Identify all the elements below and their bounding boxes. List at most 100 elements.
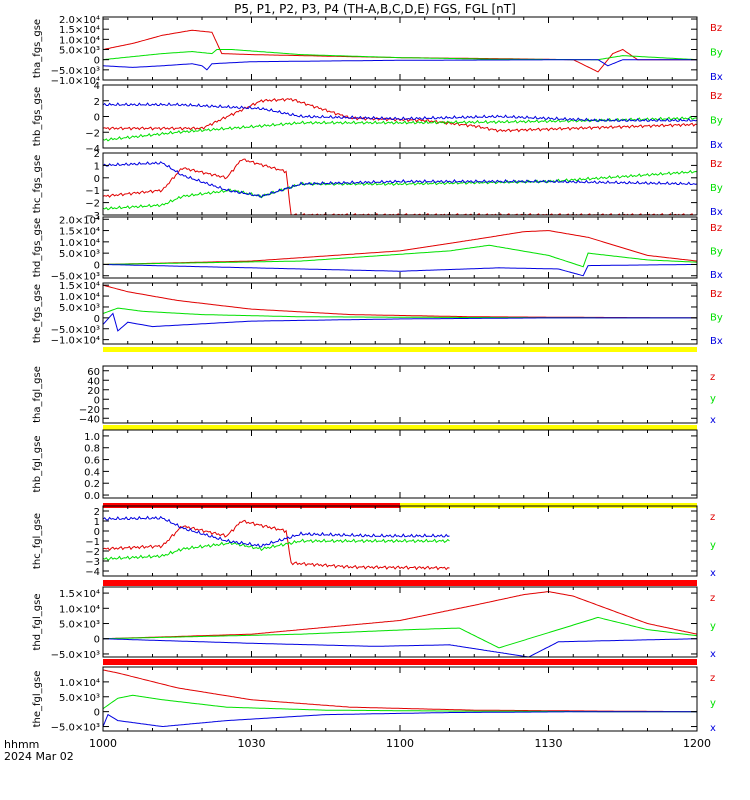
- legend-label: By: [710, 183, 723, 194]
- legend-label: x: [710, 415, 716, 426]
- y-axis-title: thc_fgs_gse: [32, 155, 43, 214]
- series-line-y: [103, 616, 697, 649]
- legend-label: By: [710, 247, 723, 258]
- y-tick-label: 0.0: [84, 491, 100, 502]
- legend-label: By: [710, 116, 723, 127]
- y-tick-label: 20: [87, 386, 100, 397]
- series-line-bx: [103, 312, 697, 332]
- y-axis-title: the_fgs_gse: [32, 284, 43, 343]
- legend-label: Bx: [710, 270, 723, 281]
- y-tick-label: 1.5×10⁴: [59, 589, 100, 600]
- y-tick-label: 1: [94, 517, 100, 528]
- y-tick-label: 1.0×10⁴: [59, 238, 100, 249]
- series-line-y: [103, 538, 450, 561]
- legend-label: x: [710, 568, 716, 579]
- legend-label: y: [710, 698, 716, 709]
- y-tick-label: −4: [85, 144, 100, 155]
- y-tick-label: 0.4: [84, 467, 100, 478]
- y-axis-title: thd_fgs_gse: [32, 218, 43, 277]
- y-axis-title: thd_fgl_gse: [32, 594, 43, 651]
- panel-frame: [102, 16, 698, 81]
- flag-bar-the: [103, 659, 697, 665]
- y-tick-label: 5.0×10³: [59, 620, 100, 631]
- y-tick-label: −1.0×10⁴: [51, 336, 100, 347]
- y-tick-label: 0: [94, 113, 100, 124]
- y-tick-label: 0: [94, 635, 100, 646]
- legend-label: Bz: [710, 289, 722, 300]
- y-tick-label: 0: [94, 314, 100, 325]
- y-tick-label: −1.0×10⁴: [51, 76, 100, 87]
- y-tick-label: 4: [94, 81, 100, 92]
- y-tick-label: 5.0×10³: [59, 46, 100, 57]
- y-tick-label: −1: [85, 537, 100, 548]
- panel-frame: [102, 84, 698, 149]
- y-tick-label: −1: [85, 186, 100, 197]
- chart-title: P5, P1, P2, P3, P4 (TH-A,B,C,D,E) FGS, F…: [234, 2, 516, 16]
- y-tick-label: −4: [85, 567, 100, 578]
- y-axis-title: tha_fgl_gse: [32, 366, 43, 423]
- y-tick-label: −3: [85, 557, 100, 568]
- y-tick-label: 2: [94, 149, 100, 160]
- panel-frame: [102, 216, 698, 279]
- y-axis-title: the_fgl_gse: [32, 671, 43, 728]
- y-tick-label: 0: [94, 708, 100, 719]
- y-tick-label: 1.0: [84, 432, 100, 443]
- series-line-by: [103, 169, 697, 211]
- y-tick-label: −2: [85, 547, 100, 558]
- y-tick-label: −5.0×10³: [51, 272, 100, 283]
- x-tick-label: 1130: [535, 737, 563, 750]
- footer-hhmm: hhmm: [4, 738, 39, 751]
- legend-label: z: [710, 512, 715, 523]
- y-tick-label: −20: [79, 405, 100, 416]
- series-line-by: [103, 307, 697, 319]
- legend-label: Bz: [710, 91, 722, 102]
- y-tick-label: −5.0×10³: [51, 723, 100, 734]
- series-line-by: [103, 244, 697, 268]
- legend-label: y: [710, 621, 716, 632]
- y-tick-label: 2: [94, 507, 100, 518]
- y-tick-label: 0: [94, 260, 100, 271]
- series-line-z: [103, 519, 450, 571]
- legend-label: Bz: [710, 159, 722, 170]
- series-line-x: [103, 515, 450, 548]
- y-tick-label: 1.0×10⁴: [59, 35, 100, 46]
- y-axis-title: thc_fgl_gse: [32, 513, 43, 569]
- legend-label: y: [710, 540, 716, 551]
- y-tick-label: −5.0×10³: [51, 66, 100, 77]
- y-tick-label: 1.5×10⁴: [59, 281, 100, 292]
- y-tick-label: 0.8: [84, 444, 100, 455]
- flag-bar-thb: [103, 425, 697, 430]
- legend-label: Bx: [710, 207, 723, 218]
- legend-label: x: [710, 649, 716, 660]
- y-tick-label: 1.0×10⁴: [59, 292, 100, 303]
- y-tick-label: −2: [85, 128, 100, 139]
- series-line-y: [103, 694, 697, 713]
- x-tick-label: 1100: [386, 737, 414, 750]
- series-line-z: [103, 669, 697, 713]
- legend-label: z: [710, 593, 715, 604]
- y-tick-label: 2: [94, 97, 100, 108]
- y-tick-label: 1: [94, 161, 100, 172]
- legend-label: Bx: [710, 336, 723, 347]
- series-line-bz: [103, 230, 697, 265]
- series-line-z: [103, 591, 697, 640]
- legend-label: z: [710, 673, 715, 684]
- series-line-bx: [103, 102, 697, 122]
- series-line-x: [103, 711, 697, 728]
- y-tick-label: 1.0×10⁴: [59, 604, 100, 615]
- series-line-bx: [103, 161, 697, 198]
- y-axis-title: thb_fgs_gse: [32, 87, 43, 146]
- legend-label: Bz: [710, 223, 722, 234]
- legend-label: x: [710, 723, 716, 734]
- y-tick-label: 0: [94, 174, 100, 185]
- y-tick-label: 40: [87, 376, 100, 387]
- panel-frame: [102, 429, 698, 499]
- series-line-x: [103, 638, 697, 657]
- y-tick-label: 5.0×10³: [59, 693, 100, 704]
- x-tick-label: 1030: [238, 737, 266, 750]
- y-tick-label: 0: [94, 395, 100, 406]
- series-line-bx: [103, 263, 697, 277]
- flag-bar-tha: [103, 347, 697, 352]
- legend-label: By: [710, 48, 723, 59]
